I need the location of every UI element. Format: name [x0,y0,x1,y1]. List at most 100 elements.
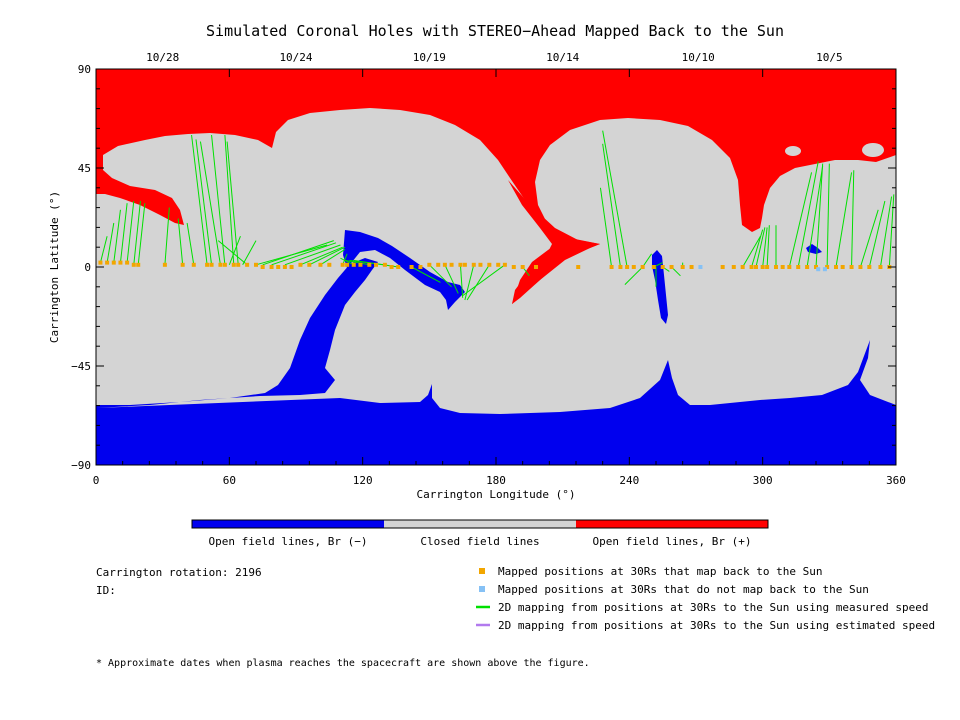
mapped-position-marker [191,262,196,267]
mapped-position-marker [209,262,214,267]
mapping-line [309,246,346,266]
mapped-position-marker [640,265,645,269]
mapped-position-marker [496,262,501,267]
legend-label: Mapped positions at 30Rs that map back t… [498,565,823,578]
mapped-position-marker [458,262,463,267]
mapped-position-marker [131,262,136,267]
positive-open-field-region [96,69,896,304]
mapped-position-marker [720,265,725,269]
y-axis-label: Carrington Latitude (°) [48,191,61,343]
top-date-label: 10/10 [682,51,715,64]
mapping-line [879,196,893,268]
y-tick-label: −90 [71,459,91,472]
top-date-label: 10/14 [546,51,579,64]
mapping-line [137,203,146,265]
colorbar-segment [384,520,576,528]
top-date-label: 10/5 [816,51,843,64]
mapping-line [868,200,886,268]
mapped-position-marker [367,262,372,267]
legend-marker [479,586,485,592]
mapped-position-marker [205,262,210,267]
top-date-label: 10/28 [146,51,179,64]
mapping-line [859,209,879,268]
mapped-position-marker [222,262,227,267]
y-tick-labels: 90 45 0 −45 −90 [71,63,91,472]
mapping-line [642,253,652,268]
closed-island [862,143,884,157]
mapped-position-marker [269,265,274,269]
mapped-position-marker [98,260,103,265]
mapped-position-marker [462,262,467,267]
mapped-position-marker [298,262,303,267]
mapping-line [106,222,115,263]
unmapped-positions [698,265,827,272]
mapping-line [271,242,337,266]
negative-open-field-tongue [343,230,465,310]
axis-ticks [95,68,897,466]
mapped-position-marker [409,265,414,269]
unmapped-position-marker [816,267,821,272]
mapped-position-marker [731,265,736,269]
mapped-position-marker [340,262,345,267]
mapped-position-marker [180,262,185,267]
positive-open-field-arm [508,180,600,304]
x-tick-labels: 0 60 120 180 240 300 360 [93,474,906,487]
mapping-line [228,236,241,265]
x-tick-label: 240 [619,474,639,487]
mapping-line [762,227,768,268]
mapped-position-marker [796,265,801,269]
mapped-position-marker [471,262,476,267]
mapped-position-marker [389,265,394,269]
mapped-position-marker [618,265,623,269]
mapped-position-marker [858,265,863,269]
mapping-line [344,259,370,266]
mapping-line [211,134,226,265]
plot-area [96,69,896,465]
mapping-line [99,236,108,263]
mapped-position-marker [534,265,538,269]
mapped-position-marker [245,262,250,267]
mapped-position-marker [318,262,323,267]
mapping-line [888,194,895,268]
mapping-line [797,161,819,268]
mapped-position-marker [765,265,770,269]
mapping-line [113,209,121,263]
mapped-position-marker [520,265,525,269]
mapping-line [217,240,248,266]
mapping-line [835,172,853,268]
mapped-position-marker [511,265,516,269]
mapped-position-marker [689,265,694,269]
unmapped-position-marker [698,265,703,269]
mapping-line [284,244,341,266]
mapped-position-marker [111,260,116,265]
mapped-position-marker [231,262,236,267]
mapping-line [428,264,452,288]
mapping-line [806,165,824,268]
mapped-position-marker [162,262,167,267]
mapped-position-marker [254,262,258,267]
mapped-position-marker [631,265,636,269]
mapped-positions [98,260,892,269]
x-tick-label: 120 [353,474,373,487]
mapping-line [444,264,459,294]
negative-open-field-region [96,258,896,465]
mapped-position-marker [427,262,432,267]
mapped-position-marker [382,262,387,267]
id-label: ID: [96,584,116,597]
mapping-line [126,200,135,263]
mapping-line [742,235,761,268]
mapped-position-marker [825,265,830,269]
mapped-position-marker [289,265,294,269]
mapped-position-marker [118,260,123,265]
carrington-rotation-label: Carrington rotation: 2196 [96,566,262,579]
unmapped-position-marker [822,267,827,272]
mapped-position-marker [358,262,363,267]
mapped-position-marker [651,265,656,269]
mapped-position-marker [760,265,765,269]
mapped-position-marker [834,265,838,269]
mapped-position-marker [327,262,332,267]
mapped-position-marker [849,265,854,269]
mapping-line [599,187,613,268]
mapping-line [826,163,830,268]
